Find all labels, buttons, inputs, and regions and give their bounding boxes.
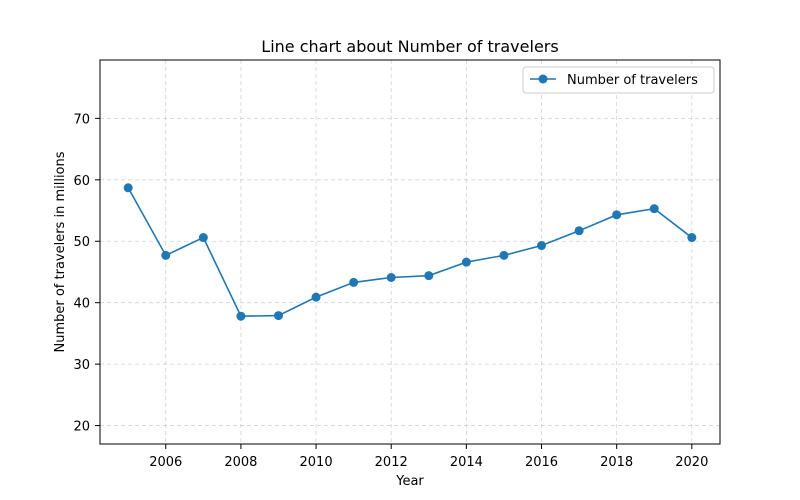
y-tick-label: 20 [73,420,90,435]
legend-marker-swatch [538,74,548,84]
x-tick-label: 2012 [375,455,408,470]
x-tick-label: 2020 [675,455,708,470]
axes: 2006 2008 2010 2012 2014 2016 2018 202020304050… [73,59,721,470]
legend: Number of travelers [522,66,715,94]
y-tick-label: 30 [73,358,90,373]
y-tick-label: 50 [73,235,90,250]
data-point [537,241,547,251]
chart-title: Line chart about Number of travelers [261,37,558,56]
legend-box [522,66,715,94]
x-tick-label: 2010 [300,455,333,470]
data-point [349,277,359,287]
x-tick-label: 2014 [450,455,483,470]
data-point [236,311,246,321]
data-point [499,250,509,260]
plot-frame [99,59,721,445]
x-tick-label: 2018 [600,455,633,470]
y-tick-label: 60 [73,174,90,189]
y-tick-label: 40 [73,297,90,312]
legend-label: Number of travelers [567,73,698,88]
x-tick-label: 2006 [149,455,182,470]
data-point [273,311,283,321]
series-line [127,187,693,318]
data-point [311,292,321,302]
y-tick-label: 70 [73,112,90,127]
data-point [424,271,434,281]
data-point [386,272,396,282]
series-layer [123,183,697,321]
data-point [612,210,622,220]
data-point [198,233,208,243]
data-point [687,233,697,243]
data-point [461,257,471,267]
y-axis-title: Number of travelers in millions [53,151,68,352]
x-tick-label: 2008 [224,455,257,470]
grid-lines [100,60,720,444]
data-point [649,204,659,214]
data-point [123,183,133,193]
data-point [161,250,171,260]
x-tick-label: 2016 [525,455,558,470]
data-point [574,226,584,236]
x-axis-title: Year [395,474,424,489]
